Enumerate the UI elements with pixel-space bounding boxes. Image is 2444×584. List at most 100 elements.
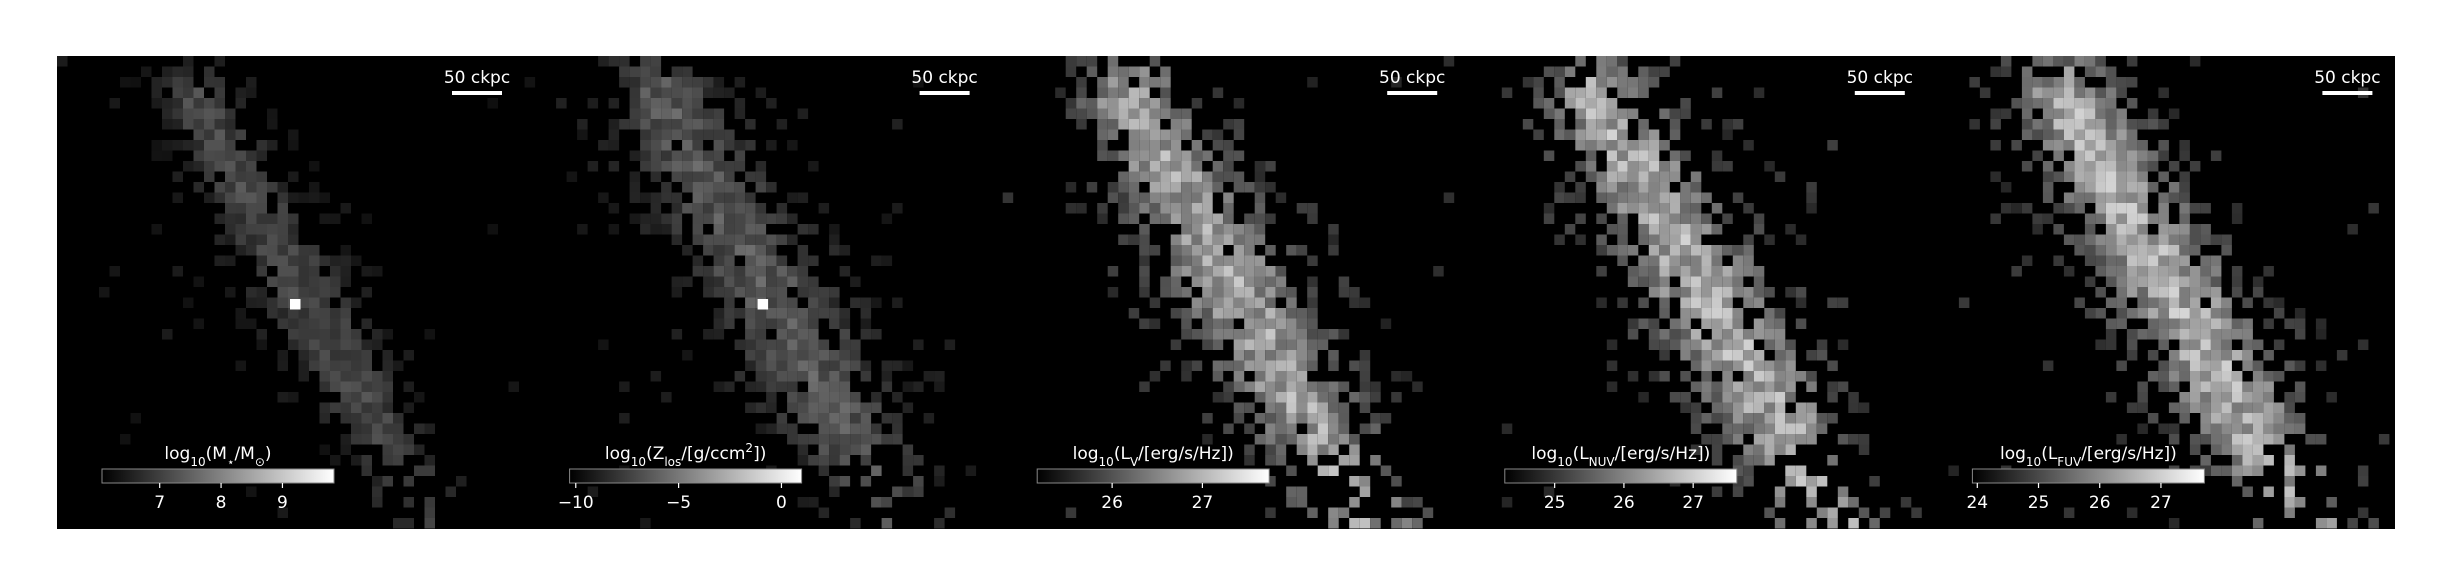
- pixel: [1149, 150, 1161, 161]
- pixel: [1244, 266, 1255, 277]
- pixel: [1191, 203, 1203, 214]
- pixel: [1596, 129, 1607, 140]
- pixel: [1349, 444, 1360, 455]
- pixel: [351, 371, 362, 382]
- pixel: [2116, 108, 2127, 119]
- pixel: [1596, 171, 1607, 182]
- pixel: [850, 402, 861, 413]
- pixel: [256, 171, 267, 182]
- pixel: [839, 350, 851, 361]
- pixel: [2137, 308, 2148, 319]
- pixel: [1191, 161, 1203, 172]
- pixel: [330, 381, 341, 392]
- pixel: [393, 413, 404, 424]
- pixel: [1858, 507, 1870, 518]
- pixel: [2252, 392, 2264, 403]
- pixel: [1501, 423, 1513, 434]
- pixel: [1139, 255, 1150, 266]
- pixel: [1212, 329, 1224, 340]
- pixel: [2158, 119, 2169, 130]
- pixel: [214, 108, 225, 119]
- pixel: [661, 140, 672, 151]
- pixel: [2179, 171, 2190, 182]
- pixel: [1701, 266, 1712, 277]
- pixel: [1296, 329, 1308, 340]
- pixel: [1701, 308, 1712, 319]
- pixel: [829, 360, 840, 371]
- pixel: [1097, 140, 1108, 151]
- pixel: [204, 192, 215, 203]
- pixel: [1785, 287, 1796, 298]
- pixel: [2105, 203, 2117, 214]
- pixel: [1501, 497, 1513, 508]
- pixel: [1774, 392, 1786, 403]
- pixel: [566, 171, 578, 182]
- pixel: [745, 318, 756, 329]
- pixel: [1233, 413, 1245, 424]
- pixel: [2095, 245, 2106, 256]
- pixel: [2242, 297, 2253, 308]
- pixel: [1275, 402, 1287, 413]
- pixel: [1617, 224, 1628, 235]
- pixel: [2105, 245, 2117, 256]
- pixel: [267, 108, 278, 119]
- pixel: [1606, 140, 1618, 151]
- pixel: [2137, 402, 2148, 413]
- pixel: [2105, 108, 2117, 119]
- pixel: [1233, 297, 1245, 308]
- pixel: [2221, 423, 2232, 434]
- pixel: [1328, 465, 1339, 476]
- pixel: [1118, 234, 1129, 245]
- pixel: [1160, 150, 1171, 161]
- pixel: [661, 161, 672, 172]
- pixel: [1286, 497, 1297, 508]
- pixel: [766, 392, 777, 403]
- pixel: [1990, 213, 2001, 224]
- pixel: [256, 255, 267, 266]
- pixel: [2158, 329, 2169, 340]
- pixel: [1680, 213, 1691, 224]
- pixel: [703, 192, 714, 203]
- pixel: [267, 234, 278, 245]
- pixel: [2315, 518, 2327, 529]
- pixel: [256, 287, 267, 298]
- pixel: [1265, 329, 1276, 340]
- pixel: [2032, 56, 2043, 67]
- pixel: [330, 455, 341, 466]
- pixel: [902, 381, 914, 392]
- pixel: [340, 402, 351, 413]
- pixel: [860, 434, 872, 445]
- pixel: [839, 434, 851, 445]
- pixel: [1711, 224, 1723, 235]
- pixel: [2231, 276, 2243, 287]
- pixel: [1554, 87, 1565, 98]
- pixel: [2221, 245, 2232, 256]
- pixel: [2179, 150, 2190, 161]
- pixel: [225, 171, 236, 182]
- pixel: [755, 171, 767, 182]
- pixel: [671, 87, 683, 98]
- pixel: [1785, 360, 1796, 371]
- pixel: [640, 108, 651, 119]
- pixel: [1764, 339, 1775, 350]
- pixel: [2126, 255, 2138, 266]
- pixel: [1244, 234, 1255, 245]
- pixel: [755, 276, 767, 287]
- pixel: [1795, 402, 1807, 413]
- pixel: [193, 108, 204, 119]
- pixel: [2095, 339, 2106, 350]
- pixel: [1349, 518, 1360, 529]
- pixel: [1701, 255, 1712, 266]
- pixel: [2126, 77, 2138, 88]
- pixel: [1638, 129, 1649, 140]
- pixel: [351, 392, 362, 403]
- pixel: [2179, 371, 2190, 382]
- pixel: [1795, 318, 1807, 329]
- pixel: [787, 297, 798, 308]
- pixel: [692, 203, 704, 214]
- pixel: [661, 213, 672, 224]
- pixel: [692, 171, 704, 182]
- pixel: [1638, 392, 1649, 403]
- pixel: [351, 329, 362, 340]
- pixel: [860, 308, 872, 319]
